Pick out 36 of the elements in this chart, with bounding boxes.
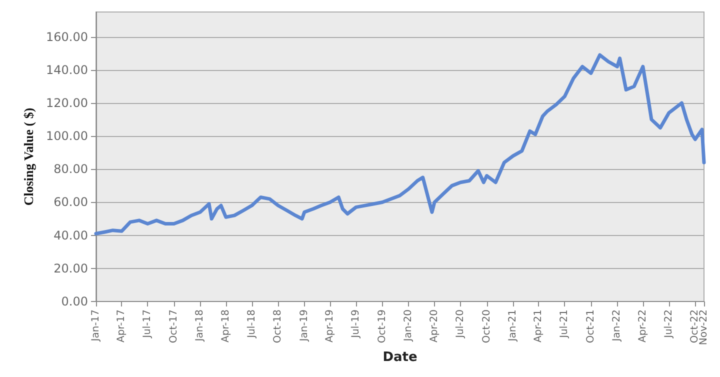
x-tick-label: Jul-17: [142, 309, 154, 339]
y-tick-label: 80.00: [54, 162, 88, 176]
x-tick-label: Oct-20: [481, 309, 492, 344]
x-tick-label: Jan-22: [612, 309, 623, 342]
x-tick-label: Oct-18: [272, 309, 284, 344]
x-tick-label: Apr-18: [220, 309, 232, 342]
x-tick-label: Oct-21: [585, 309, 596, 344]
x-tick-label: Jul-22: [663, 309, 674, 339]
x-tick-label: Oct-19: [376, 309, 388, 344]
y-tick-label: 120.00: [46, 96, 88, 110]
y-tick-label: 160.00: [46, 30, 88, 44]
x-tick-label: Jan-17: [90, 309, 102, 342]
x-tick-label: Jan-19: [298, 309, 310, 342]
y-tick-label: 140.00: [46, 62, 88, 77]
y-tick-label: 20.00: [54, 261, 88, 276]
x-tick-label: Apr-22: [637, 309, 648, 342]
x-tick-label: Jan-21: [508, 309, 519, 342]
y-tick-label: 60.00: [54, 195, 88, 210]
x-tick-label: Apr-21: [533, 309, 544, 342]
x-tick-label: Jan-18: [194, 309, 206, 342]
y-tick-label: 0.00: [61, 294, 88, 308]
x-tick-label: Jan-20: [403, 309, 414, 342]
x-tick-label: Apr-19: [324, 309, 336, 342]
line-series: [94, 53, 706, 236]
x-axis-title: Date: [382, 350, 418, 365]
x-tick-label: Apr-20: [429, 309, 440, 342]
x-tick-label: Nov-22: [698, 309, 710, 346]
x-tick-label: Jul-21: [559, 309, 570, 339]
y-tick-label: 40.00: [54, 228, 88, 242]
x-tick-label: Jul-18: [246, 309, 258, 339]
y-axis-title: Closing Value ( $): [21, 108, 36, 206]
x-tick-label: Apr-17: [116, 309, 128, 342]
y-tick-label: 100.00: [46, 129, 88, 144]
x-tick-label: Oct-17: [168, 309, 180, 344]
x-tick-label: Jul-19: [350, 309, 362, 339]
x-tick-label: Jul-20: [455, 309, 466, 339]
